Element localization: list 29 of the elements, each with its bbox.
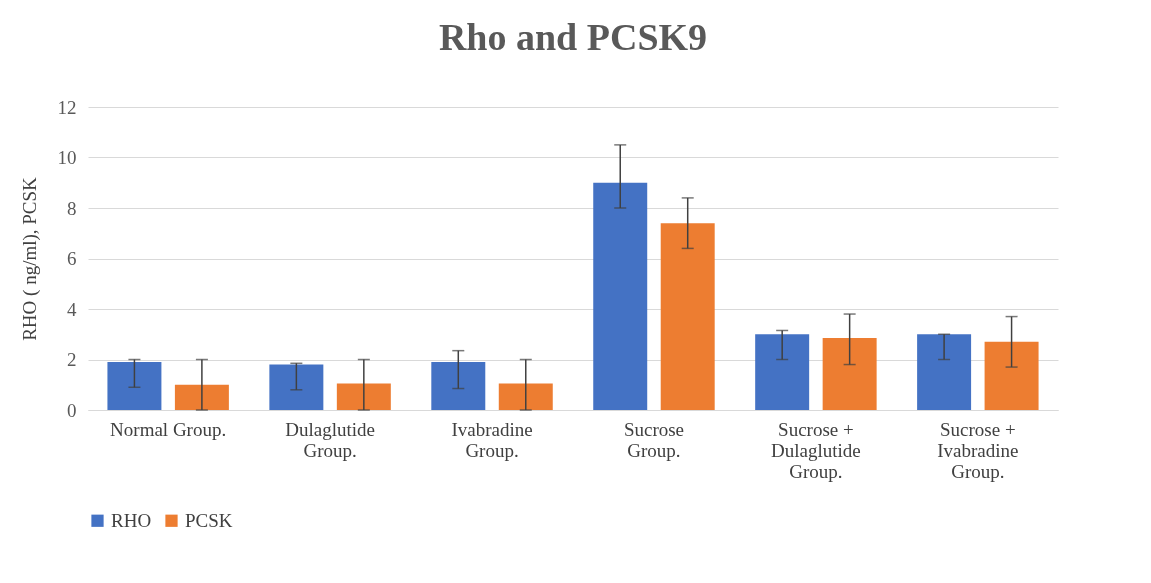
bar: [984, 341, 1039, 410]
bar: [269, 364, 324, 410]
y-tick-label: 4: [67, 298, 77, 320]
bar: [755, 334, 810, 410]
x-tick-label: Dulaglutide Group.: [285, 418, 375, 461]
x-tick-label: Sucrose + Dulaglutide Group.: [771, 418, 861, 482]
y-tick-label: 8: [67, 197, 77, 219]
y-tick-label: 10: [57, 147, 77, 168]
bar: [174, 384, 229, 410]
y-tick-label: 0: [67, 399, 77, 421]
legend-label: RHO: [111, 509, 152, 531]
y-tick-label: 12: [57, 96, 77, 118]
bar: [822, 338, 877, 410]
y-tick-label: 2: [67, 349, 77, 370]
y-axis-title: RHO ( ng/ml), PCSK: [18, 176, 41, 341]
bar: [431, 362, 486, 410]
bar: [660, 223, 715, 410]
bar: [498, 383, 553, 410]
x-tick-label: Sucrose Group.: [623, 418, 685, 461]
bar: [593, 182, 648, 410]
legend-label: PCSK: [185, 509, 233, 531]
x-tick-label: Ivabradine Group.: [451, 418, 533, 461]
x-tick-label: Normal Group.: [110, 418, 227, 440]
y-tick-label: 6: [67, 248, 77, 269]
bar: [107, 362, 162, 410]
bar: [336, 383, 391, 410]
chart-title: Rho and PCSK9: [438, 16, 708, 58]
x-tick-label: Sucrose + Ivabradine Group.: [937, 418, 1019, 482]
bar: [917, 334, 972, 410]
